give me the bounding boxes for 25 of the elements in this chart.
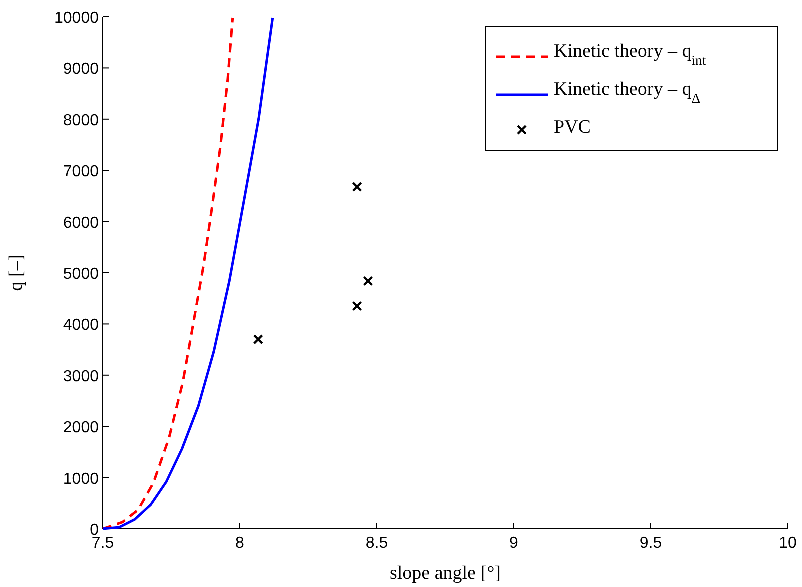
x-tick-label: 9.5 <box>640 535 662 552</box>
y-tick-label: 3000 <box>63 368 100 386</box>
x-axis-title: slope angle [°] <box>390 563 502 584</box>
point <box>352 182 362 192</box>
point <box>352 301 362 312</box>
y-axis-title: q [–] <box>6 254 27 292</box>
y-tick-label: 7000 <box>63 164 100 181</box>
y-tick-label: 1000 <box>63 470 100 488</box>
x-tick-label: 10 <box>779 535 797 552</box>
legend-label: PVC <box>554 117 591 138</box>
legend-label: Kinetic theory – q$_{Δ}$ <box>554 79 701 106</box>
y-tick-label: 5000 <box>63 266 100 283</box>
point <box>363 276 374 286</box>
y-tick-label: 6000 <box>63 214 100 232</box>
point <box>253 334 264 345</box>
y-tick-label: 8000 <box>63 112 100 130</box>
legend-label: Kinetic theory – q$_{int}$ <box>554 41 706 68</box>
x-tick-label: 9 <box>510 535 519 552</box>
x-tick-label: 8 <box>236 535 245 552</box>
x-tick-label: 8.5 <box>366 535 388 552</box>
x-tick-label: 7.5 <box>92 535 114 552</box>
y-tick-label: 2000 <box>63 420 100 437</box>
y-tick-label: 9000 <box>63 61 100 78</box>
y-tick-label: 10000 <box>54 10 100 27</box>
y-tick-label: 4000 <box>63 317 100 334</box>
